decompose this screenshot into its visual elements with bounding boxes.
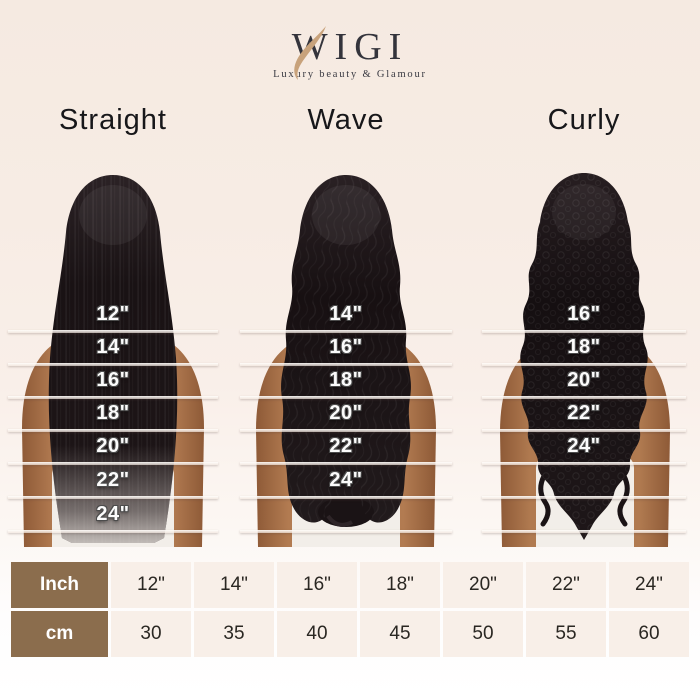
length-line	[240, 363, 452, 366]
table-cell: 12"	[111, 562, 191, 608]
table-cell: 55	[526, 611, 606, 657]
table-cell: 60	[609, 611, 689, 657]
table-cell: 45	[360, 611, 440, 657]
length-label: 14"	[329, 303, 363, 325]
table-cell: 18"	[360, 562, 440, 608]
length-line	[8, 396, 218, 399]
table-cell: 24"	[609, 562, 689, 608]
length-line	[8, 530, 218, 533]
length-line	[482, 462, 686, 465]
straight-model-panel: 12" 14" 16" 18" 20" 22" 24"	[8, 160, 218, 547]
column-title-curly: Curly	[547, 104, 621, 136]
length-line	[8, 330, 218, 333]
length-label: 16"	[567, 303, 601, 325]
length-line	[482, 530, 686, 533]
table-cell: 22"	[526, 562, 606, 608]
length-label: 16"	[96, 369, 130, 391]
length-line	[240, 330, 452, 333]
length-label: 24"	[329, 469, 363, 491]
length-line	[240, 462, 452, 465]
table-cell: 14"	[194, 562, 274, 608]
brand-tagline: Luxury beauty & Glamour	[273, 69, 427, 80]
length-label: 22"	[329, 435, 363, 457]
length-line	[240, 429, 452, 432]
brand-name-text: WIGI	[291, 26, 409, 68]
length-label: 16"	[329, 336, 363, 358]
table-row-header-inch: Inch	[11, 562, 108, 608]
length-line	[8, 496, 218, 499]
length-line	[482, 429, 686, 432]
length-line	[482, 496, 686, 499]
curly-model-panel: 16" 18" 20" 22" 24"	[482, 160, 686, 547]
curly-model-photo	[500, 173, 670, 547]
size-conversion-table: Inch 12" 14" 16" 18" 20" 22" 24" cm 30 3…	[11, 562, 689, 657]
length-line	[482, 396, 686, 399]
brand-name: WIGI	[291, 26, 409, 80]
length-label: 18"	[96, 402, 130, 424]
wave-model-photo	[256, 175, 436, 547]
length-label: 20"	[96, 435, 130, 457]
length-label: 18"	[567, 336, 601, 358]
length-label: 18"	[329, 369, 363, 391]
column-title-straight: Straight	[59, 104, 167, 136]
table-cell: 35	[194, 611, 274, 657]
wave-model-panel: 14" 16" 18" 20" 22" 24"	[240, 160, 452, 547]
table-cell: 30	[111, 611, 191, 657]
length-label: 24"	[567, 435, 601, 457]
length-label: 12"	[96, 303, 130, 325]
column-title-wave: Wave	[307, 104, 385, 136]
length-label: 24"	[96, 503, 130, 525]
brand-logo: WIGI Luxury beauty & Glamour	[0, 26, 700, 80]
length-line	[240, 496, 452, 499]
length-label: 20"	[567, 369, 601, 391]
table-row-header-cm: cm	[11, 611, 108, 657]
table-cell: 16"	[277, 562, 357, 608]
length-line	[8, 363, 218, 366]
length-line	[482, 330, 686, 333]
length-label: 14"	[96, 336, 130, 358]
length-label: 22"	[567, 402, 601, 424]
length-line	[240, 396, 452, 399]
length-line	[8, 429, 218, 432]
length-line	[482, 363, 686, 366]
table-cell: 40	[277, 611, 357, 657]
table-cell: 20"	[443, 562, 523, 608]
length-label: 20"	[329, 402, 363, 424]
length-label: 22"	[96, 469, 130, 491]
length-line	[8, 462, 218, 465]
straight-model-photo	[22, 175, 204, 547]
table-cell: 50	[443, 611, 523, 657]
length-line	[240, 530, 452, 533]
